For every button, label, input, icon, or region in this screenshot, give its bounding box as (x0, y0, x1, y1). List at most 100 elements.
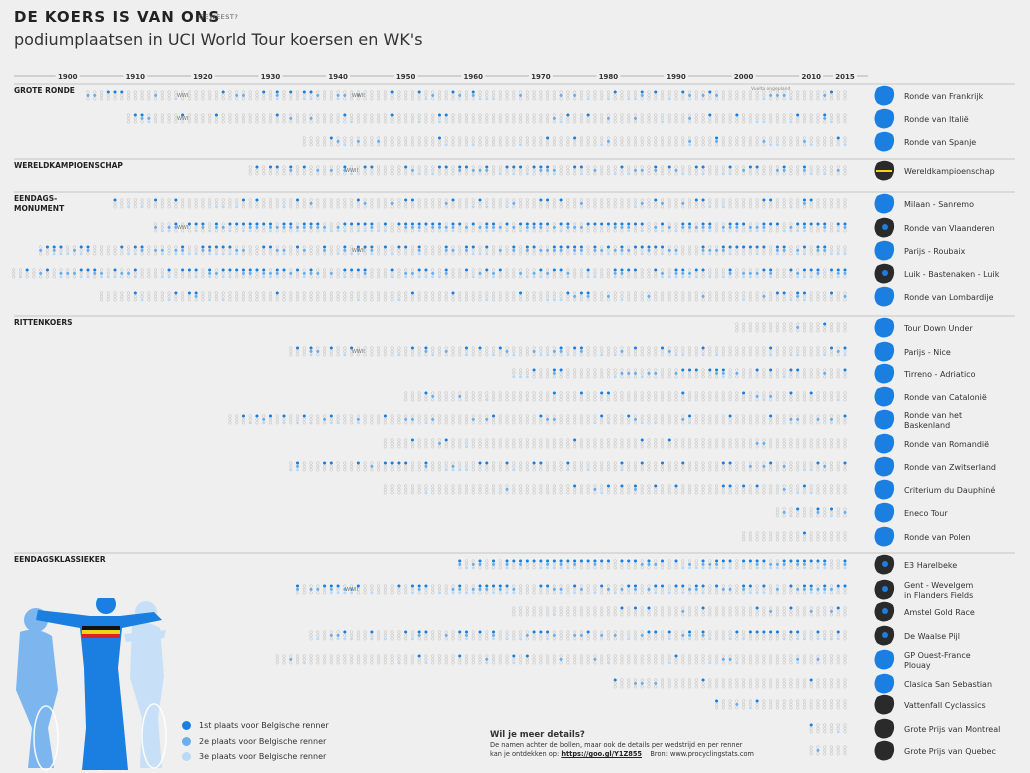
podium-dot (309, 298, 313, 302)
podium-dot (620, 368, 624, 372)
podium-dot (843, 441, 847, 445)
podium-dot (789, 93, 793, 97)
podium-dot (559, 584, 563, 588)
podium-dot (431, 391, 435, 395)
podium-dot (221, 252, 225, 256)
podium-dot (66, 271, 70, 275)
podium-dot (478, 225, 482, 229)
podium-dot (316, 90, 320, 94)
podium-dot (518, 464, 523, 468)
podium-dot (201, 222, 205, 226)
podium-dot (606, 445, 611, 449)
podium-dot (512, 468, 516, 472)
podium-dot (140, 93, 144, 97)
podium-dot (802, 271, 807, 275)
podium-dot (451, 584, 455, 588)
podium-dot (843, 113, 847, 117)
podium-dot (194, 90, 198, 94)
podium-dot (167, 291, 171, 295)
podium-dot (620, 291, 624, 295)
podium-dot (255, 245, 259, 249)
podium-dot (593, 566, 597, 570)
podium-dot (322, 417, 327, 421)
podium-dot (126, 245, 131, 249)
podium-dot (194, 93, 198, 97)
podium-dot (606, 205, 611, 209)
podium-dot (316, 165, 320, 169)
podium-dot (796, 371, 800, 375)
podium-dot (464, 225, 469, 229)
podium-dot (194, 294, 198, 298)
podium-dot (518, 116, 523, 120)
podium-dot (491, 566, 496, 570)
podium-dot (377, 113, 381, 117)
podium-dot (823, 245, 827, 249)
podium-dot (532, 205, 536, 209)
podium-dot (437, 168, 442, 172)
podium-dot (681, 438, 685, 442)
podium-dot (613, 139, 617, 143)
podium-dot (370, 97, 374, 101)
podium-dot (546, 559, 550, 563)
podium-dot (701, 346, 705, 350)
podium-dot (775, 368, 779, 372)
podium-dot (235, 120, 239, 124)
podium-dot (613, 562, 617, 566)
podium-dot (72, 252, 77, 256)
podium-dot (796, 201, 800, 205)
podium-dot (816, 566, 820, 570)
podium-dot (796, 491, 800, 495)
podium-dot (613, 222, 617, 226)
podium-dot (748, 294, 752, 298)
podium-dot (431, 421, 435, 425)
podium-dot (241, 271, 246, 275)
podium-dot (593, 468, 597, 472)
podium-dot (681, 417, 685, 421)
podium-dot (383, 591, 387, 595)
podium-dot (579, 368, 583, 372)
podium-dot (424, 461, 428, 465)
podium-dot (491, 414, 496, 418)
podium-dot (647, 268, 651, 272)
podium-dot (505, 487, 509, 491)
podium-dot (633, 394, 638, 398)
podium-dot (782, 538, 786, 542)
podium-dot (471, 143, 475, 147)
podium-dot (802, 248, 807, 252)
podium-dot (579, 591, 583, 595)
podium-dot (539, 275, 543, 279)
podium-dot (133, 97, 137, 101)
podium-dot (505, 566, 509, 570)
podium-dot (126, 252, 131, 256)
podium-dot (471, 491, 475, 495)
podium-dot (295, 165, 300, 169)
podium-dot (721, 487, 725, 491)
podium-dot (667, 143, 671, 147)
podium-dot (742, 201, 746, 205)
podium-dot (201, 93, 205, 97)
race-name-label: Ronde van Vlaanderen (904, 224, 995, 233)
podium-dot (566, 414, 570, 418)
podium-dot (660, 584, 665, 588)
podium-dot (593, 421, 597, 425)
podium-dot (525, 346, 529, 350)
podium-dot (579, 268, 583, 272)
podium-dot (59, 271, 63, 275)
podium-dot (613, 229, 617, 233)
podium-dot (201, 205, 205, 209)
podium-dot (322, 222, 327, 226)
podium-dot (546, 298, 550, 302)
podium-dot (444, 139, 448, 143)
podium-dot (404, 414, 408, 418)
podium-dot (363, 113, 367, 117)
podium-dot (437, 487, 442, 491)
podium-dot (735, 562, 739, 566)
podium-dot (640, 417, 644, 421)
podium-dot (579, 584, 583, 588)
podium-dot (512, 464, 516, 468)
podium-dot (843, 271, 847, 275)
podium-dot (613, 298, 617, 302)
podium-dot (769, 371, 773, 375)
podium-dot (126, 248, 131, 252)
podium-dot (174, 271, 178, 275)
